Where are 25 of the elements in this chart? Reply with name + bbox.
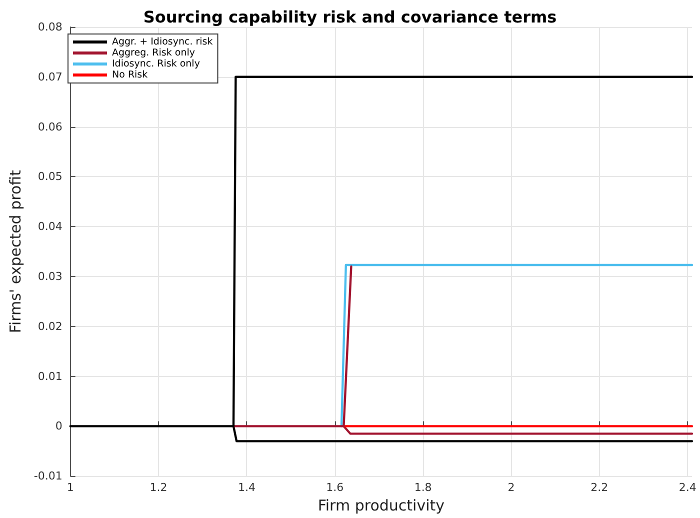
y-tick-label: 0 — [55, 420, 62, 433]
x-tick-label: 2.4 — [678, 481, 696, 494]
x-tick-label: 1.2 — [150, 481, 168, 494]
x-tick-label: 1.6 — [326, 481, 344, 494]
legend-label: Aggreg. Risk only — [112, 48, 196, 58]
x-tick-label: 1.8 — [414, 481, 432, 494]
y-tick-label: 0.07 — [38, 70, 62, 84]
y-tick-label: 0.03 — [38, 270, 62, 283]
y-tick-label: 0.06 — [38, 120, 62, 134]
legend-label: No Risk — [112, 70, 148, 80]
y-tick-label: 0.08 — [38, 20, 62, 34]
y-tick-label: 0.04 — [38, 220, 62, 234]
y-tick-label: 0.02 — [38, 320, 62, 333]
x-tick-label: 2.2 — [590, 481, 608, 494]
legend-label: Aggr. + Idiosync. risk — [112, 36, 214, 48]
chart-title: Sourcing capability risk and covariance terms — [143, 8, 557, 26]
legend-label: Idiosync. Risk only — [112, 58, 200, 70]
y-axis-title: Firms' expected profit — [6, 170, 24, 334]
x-tick-label: 1 — [66, 481, 74, 494]
x-tick-label: 1.4 — [238, 481, 256, 494]
y-tick-label: 0.01 — [38, 370, 62, 383]
y-tick-label: -0.01 — [34, 470, 62, 483]
x-tick-label: 2 — [508, 481, 515, 494]
x-axis-title: Firm productivity — [318, 496, 445, 514]
y-tick-label: 0.05 — [38, 170, 62, 184]
